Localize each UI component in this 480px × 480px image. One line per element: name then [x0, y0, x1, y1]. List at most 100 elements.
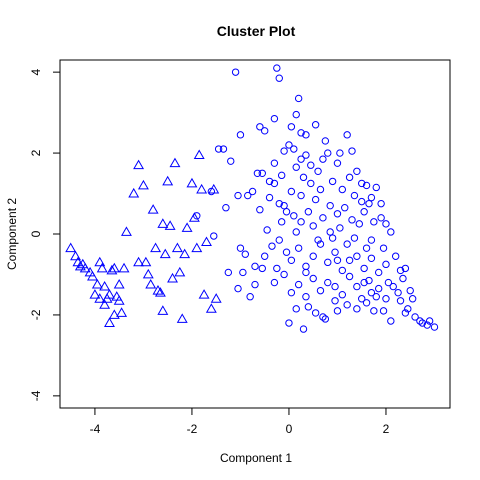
- circle-point: [333, 307, 342, 315]
- chart-title: Cluster Plot: [217, 23, 296, 39]
- circle-point: [328, 177, 337, 186]
- triangle-point: [145, 278, 157, 289]
- circle-point: [343, 240, 351, 248]
- circle-point: [292, 228, 300, 236]
- circle-point: [244, 191, 252, 200]
- circle-point: [360, 208, 368, 216]
- circle-point: [193, 212, 201, 220]
- circle-point: [345, 256, 354, 265]
- circle-point: [222, 203, 230, 212]
- circle-point: [234, 284, 242, 293]
- circle-point: [224, 268, 233, 277]
- circle-point: [387, 317, 395, 325]
- circle-point: [265, 193, 274, 202]
- triangle-point: [162, 175, 174, 186]
- circle-point: [297, 129, 305, 137]
- x-axis: -4 -2 0 2: [90, 407, 390, 436]
- triangle-point: [188, 212, 200, 222]
- circle-point: [275, 199, 283, 208]
- circle-point: [287, 123, 296, 131]
- triangle-point: [96, 262, 108, 273]
- circle-point: [367, 254, 376, 262]
- circle-point: [273, 264, 281, 273]
- triangle-point: [89, 289, 101, 299]
- triangle-point: [147, 204, 159, 214]
- circle-point: [239, 268, 247, 277]
- circle-point: [382, 260, 390, 269]
- triangle-point: [193, 149, 205, 160]
- circle-point: [333, 210, 342, 218]
- circle-point: [379, 307, 388, 315]
- circle-point: [258, 169, 266, 178]
- circle-point: [234, 191, 242, 200]
- circle-point: [268, 242, 276, 250]
- circle-point: [273, 64, 281, 72]
- triangle-point: [157, 305, 169, 315]
- circle-point: [331, 297, 339, 305]
- triangle-point: [99, 280, 111, 291]
- circle-point: [309, 274, 317, 283]
- circle-point: [324, 149, 332, 157]
- triangle-point: [70, 250, 81, 261]
- circle-point: [355, 220, 363, 228]
- x-axis-label: Component 1: [220, 451, 292, 465]
- circle-point: [379, 244, 388, 252]
- circle-point: [319, 313, 327, 321]
- y-tick-label: 4: [29, 68, 43, 75]
- circle-point: [207, 187, 216, 196]
- circle-point: [314, 167, 322, 175]
- x-tick-label: -2: [187, 422, 198, 436]
- circle-point: [343, 301, 351, 309]
- circle-point: [270, 179, 279, 188]
- circle-point: [263, 226, 271, 234]
- triangle-point: [191, 242, 203, 253]
- circle-point: [353, 305, 361, 313]
- circle-point: [358, 295, 366, 303]
- data-points: [65, 64, 439, 333]
- triangle-point: [104, 317, 115, 327]
- circle-point: [350, 234, 359, 242]
- circle-point: [309, 222, 317, 230]
- triangle-point: [113, 278, 125, 289]
- circle-point: [411, 313, 419, 321]
- circle-point: [277, 171, 286, 180]
- circle-point: [401, 309, 410, 317]
- circle-point: [258, 264, 266, 273]
- circle-point: [294, 244, 303, 252]
- circle-point: [404, 305, 412, 313]
- circle-point: [280, 201, 288, 210]
- triangle-point: [74, 260, 86, 271]
- triangle-point: [87, 270, 98, 281]
- circle-point: [275, 74, 283, 82]
- triangle-point: [94, 293, 106, 303]
- circle-point: [231, 68, 240, 76]
- circle-point: [270, 159, 279, 167]
- circle-point: [331, 248, 339, 256]
- circle-point: [287, 256, 296, 265]
- triangle-point: [196, 183, 208, 194]
- circle-point: [302, 268, 310, 277]
- circle-point: [316, 185, 325, 194]
- circle-point: [345, 173, 354, 182]
- circle-point: [210, 232, 218, 240]
- circle-point: [299, 325, 308, 333]
- circle-point: [338, 266, 347, 275]
- triangle-point: [79, 262, 91, 273]
- circle-point: [294, 94, 303, 103]
- circle-point: [214, 145, 223, 153]
- circle-point: [391, 252, 400, 260]
- circle-point: [292, 305, 300, 313]
- circle-point: [370, 218, 378, 226]
- y-axis-label: Component 2: [5, 198, 19, 270]
- triangle-point: [171, 242, 183, 253]
- circle-point: [253, 169, 262, 178]
- triangle-point: [94, 256, 106, 267]
- circle-point: [399, 274, 407, 283]
- triangle-point: [65, 242, 77, 253]
- circle-point: [321, 315, 330, 323]
- circle-point: [316, 240, 325, 248]
- circle-point: [311, 309, 320, 317]
- circle-point: [396, 297, 405, 305]
